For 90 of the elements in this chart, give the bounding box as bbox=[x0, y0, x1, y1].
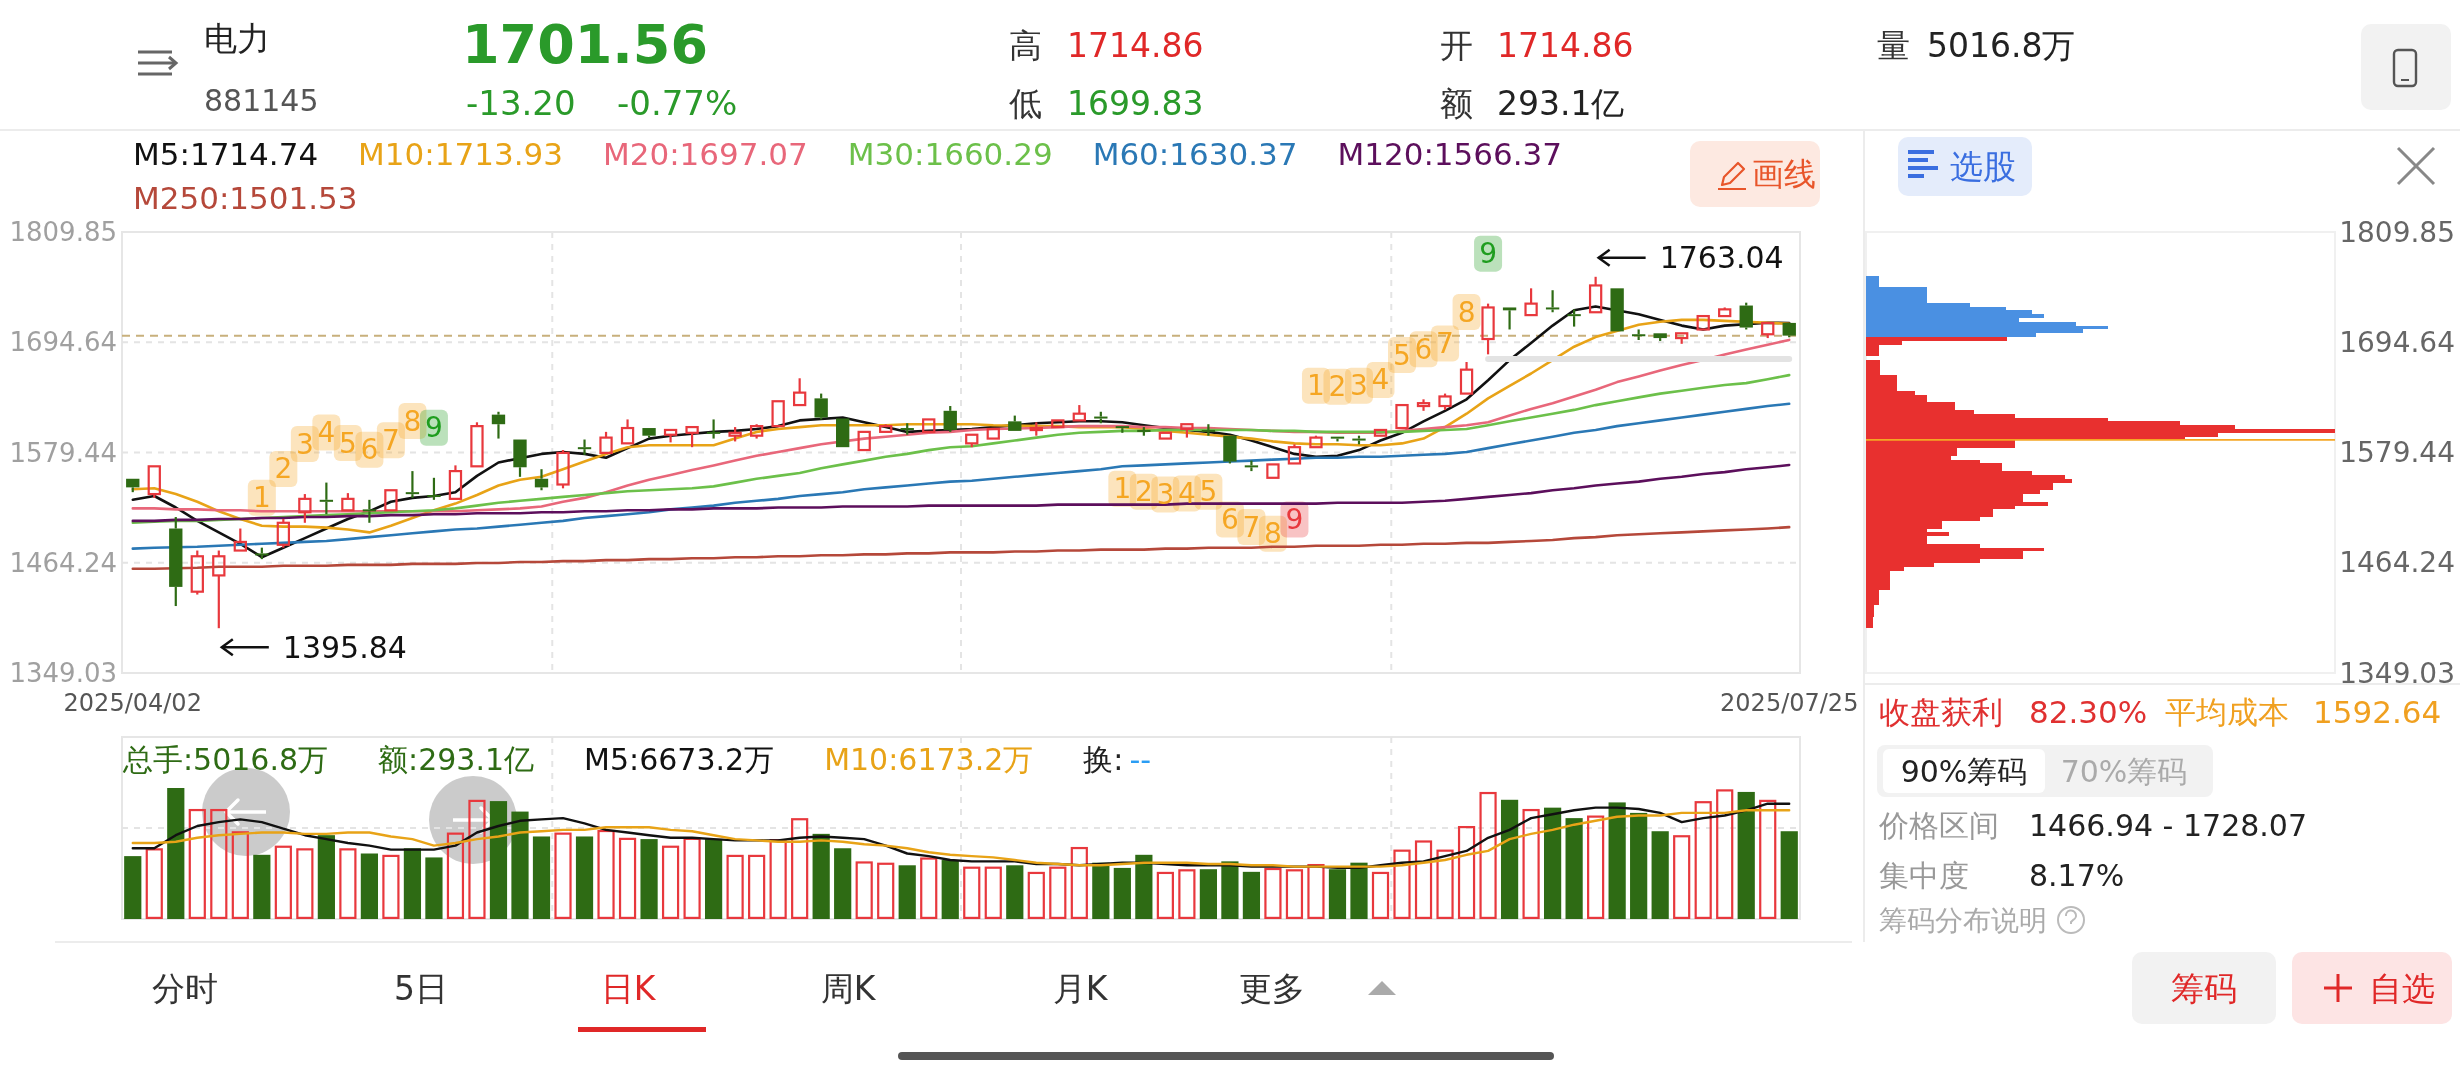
annotation: 4 bbox=[1177, 477, 1196, 511]
text: 平均成本 bbox=[2165, 694, 2289, 730]
text: M60:1630.37 bbox=[1092, 136, 1298, 172]
annotation: 8 bbox=[1457, 295, 1476, 329]
annotation: 8 bbox=[1264, 517, 1282, 551]
text: 82.30% bbox=[2029, 694, 2148, 730]
text: 70%筹码 bbox=[2060, 753, 2188, 789]
text: 881145 bbox=[204, 82, 319, 118]
annotation: 7 bbox=[1436, 327, 1454, 361]
annotation: 3 bbox=[1156, 478, 1175, 512]
annotation: 4 bbox=[317, 416, 336, 450]
text: 筹码 bbox=[2171, 968, 2237, 1008]
annotation: 2 bbox=[274, 452, 293, 486]
y-tick-label: 1579.44 bbox=[2339, 436, 2455, 469]
text: 额 bbox=[1440, 83, 1473, 123]
text: 293.1亿 bbox=[1497, 83, 1625, 123]
series-label: M5:6673.2万 bbox=[584, 741, 775, 777]
annotation: 5 bbox=[338, 426, 357, 460]
text: 画线 bbox=[1752, 155, 1816, 193]
annotation: 4 bbox=[1371, 363, 1390, 397]
y-tick-label: 1464.24 bbox=[2339, 546, 2455, 580]
text: 筹码分布说明 bbox=[1879, 903, 2047, 937]
text: 1714.86 bbox=[1067, 25, 1204, 65]
annotation: 3 bbox=[1350, 369, 1368, 403]
y-tick-label: 1464.24 bbox=[9, 547, 117, 578]
y-tick-label: 1349.03 bbox=[9, 658, 117, 688]
text: 总手:5016.8万 bbox=[122, 741, 329, 777]
annotation: 6 bbox=[1414, 332, 1433, 366]
x-tick-label: 2025/04/02 bbox=[63, 689, 202, 717]
text: 自选 bbox=[2369, 968, 2435, 1008]
y-tick-label: 1694.64 bbox=[2339, 325, 2455, 359]
text: 低 bbox=[1009, 83, 1042, 123]
annotation: 1 bbox=[252, 481, 271, 515]
text: 1701.56 bbox=[462, 12, 708, 76]
text: 电力 bbox=[204, 18, 270, 58]
text: -- bbox=[1129, 741, 1152, 777]
text: 月K bbox=[1052, 968, 1109, 1008]
annotation: 6 bbox=[1221, 502, 1239, 536]
annotation: 1 bbox=[1113, 472, 1132, 506]
text: 1466.94 - 1728.07 bbox=[2029, 807, 2308, 843]
text: 8.17% bbox=[2029, 857, 2125, 893]
text: 日K bbox=[600, 968, 657, 1008]
text: 额:293.1亿 bbox=[378, 741, 535, 777]
annotation: 1763.04 bbox=[1659, 240, 1784, 276]
annotation: 9 bbox=[425, 411, 443, 445]
text: -13.20 bbox=[466, 83, 576, 123]
annotation: 6 bbox=[360, 433, 379, 467]
text: 选股 bbox=[1950, 146, 2016, 186]
text: M10:1713.93 bbox=[358, 136, 563, 172]
annotation: 2 bbox=[1328, 370, 1347, 404]
annotation: 7 bbox=[1242, 510, 1261, 544]
text: M120:1566.37 bbox=[1337, 136, 1563, 172]
annotation: 9 bbox=[1479, 237, 1497, 271]
text: M30:1660.29 bbox=[847, 136, 1053, 172]
text: 集中度 bbox=[1879, 857, 1969, 893]
text: 90%筹码 bbox=[1900, 753, 2028, 789]
text: 换: bbox=[1083, 741, 1124, 777]
y-tick-label: 1579.44 bbox=[9, 437, 117, 468]
text: M10:6173.2万 bbox=[824, 741, 1034, 777]
y-tick-label: 1809.85 bbox=[9, 217, 117, 247]
x-tick-label: 2025/07/25 bbox=[1720, 689, 1859, 717]
annotation: 3 bbox=[295, 427, 314, 461]
annotation: 1395.84 bbox=[282, 629, 407, 665]
text: M250:1501.53 bbox=[133, 180, 358, 216]
annotation: 9 bbox=[1285, 502, 1304, 536]
text: 5016.8万 bbox=[1927, 25, 2076, 65]
y-tick-label: 1809.85 bbox=[2339, 215, 2455, 249]
text: 价格区间 bbox=[1878, 807, 1999, 843]
text: 1714.86 bbox=[1497, 25, 1634, 65]
annotation: 1 bbox=[1307, 369, 1325, 403]
text: 收盘获利 bbox=[1879, 694, 2003, 730]
text: 更多 bbox=[1239, 968, 1305, 1008]
text: M5:1714.74 bbox=[133, 136, 319, 172]
y-tick-label: 1694.64 bbox=[9, 327, 117, 358]
annotation: 5 bbox=[1199, 475, 1218, 509]
annotation: 5 bbox=[1393, 338, 1411, 372]
annotation: 2 bbox=[1134, 475, 1153, 509]
text: 开 bbox=[1440, 25, 1473, 65]
annotation: 8 bbox=[403, 404, 422, 438]
text: 周K bbox=[820, 968, 877, 1008]
text: M20:1697.07 bbox=[602, 136, 808, 172]
text: 高 bbox=[1009, 25, 1042, 65]
text: 分时 bbox=[152, 968, 218, 1008]
text: 量 bbox=[1877, 25, 1910, 65]
text: -0.77% bbox=[617, 83, 738, 123]
text: 1699.83 bbox=[1067, 83, 1204, 123]
y-tick-label: 1349.03 bbox=[2339, 656, 2455, 690]
text: 5日 bbox=[394, 968, 448, 1008]
text: 1592.64 bbox=[2313, 694, 2442, 730]
annotation: 7 bbox=[382, 423, 400, 457]
